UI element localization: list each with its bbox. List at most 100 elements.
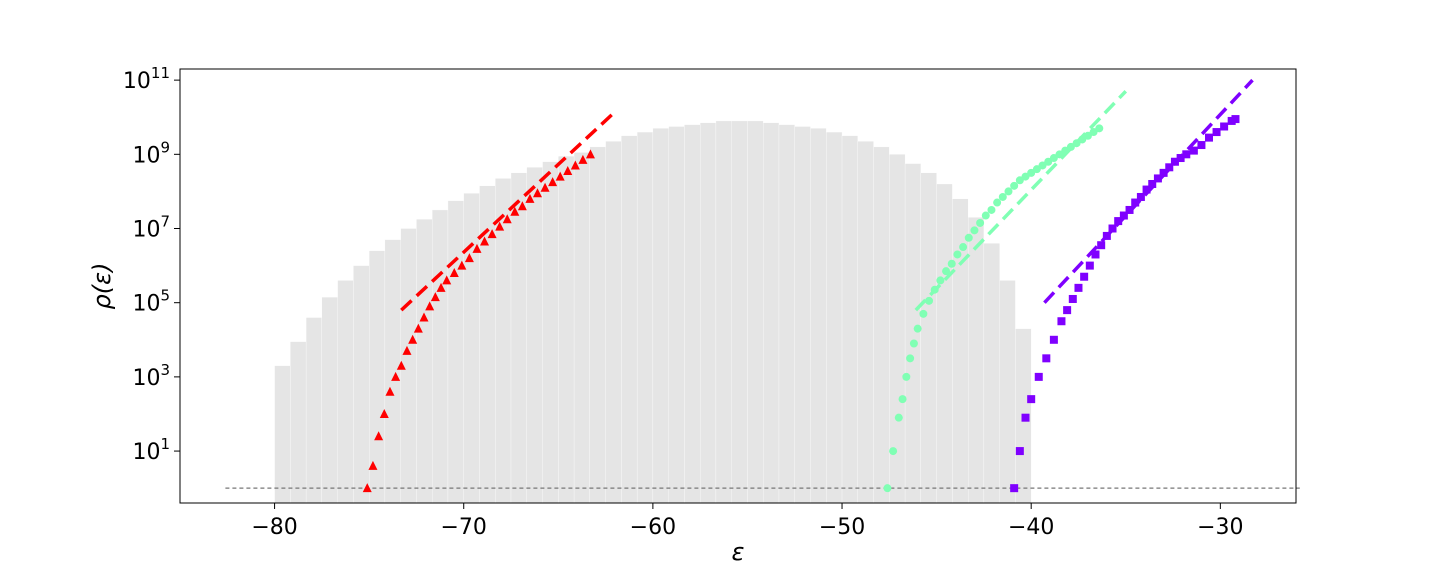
data-point — [419, 312, 429, 322]
data-point — [525, 193, 535, 203]
data-point — [391, 371, 401, 381]
data-point — [936, 276, 945, 285]
histogram-bar — [605, 141, 622, 504]
data-point — [964, 233, 973, 242]
data-point — [1197, 141, 1206, 150]
histogram-bar — [384, 239, 401, 504]
x-tick-label: −40 — [1008, 515, 1054, 540]
data-point — [981, 211, 990, 220]
histogram-bar — [841, 135, 858, 504]
data-point — [368, 460, 378, 470]
data-point — [1102, 231, 1111, 240]
histogram-bar — [305, 317, 323, 504]
data-point — [1010, 484, 1019, 493]
histogram-bar — [652, 128, 669, 504]
x-tick-label: −80 — [251, 515, 297, 540]
data-point — [1015, 176, 1024, 185]
data-point — [1055, 150, 1064, 159]
histogram-bar — [810, 128, 827, 504]
data-point — [1159, 168, 1168, 177]
data-point — [430, 292, 440, 302]
data-point — [953, 250, 962, 259]
data-points — [362, 115, 1240, 493]
histogram-bar — [983, 243, 1000, 504]
histogram-bar — [416, 219, 433, 504]
data-point — [1066, 142, 1075, 151]
data-point — [532, 188, 542, 198]
data-point — [425, 301, 435, 311]
data-point — [930, 285, 939, 294]
x-axis: −80 −70 −60 −50 −40 −30 — [251, 503, 1244, 540]
histogram-bar — [826, 131, 843, 504]
histogram-bar — [668, 126, 685, 504]
data-point — [970, 226, 979, 235]
data-point — [502, 214, 512, 224]
data-point — [1085, 261, 1094, 270]
data-point — [889, 447, 898, 456]
histogram-bar — [763, 122, 780, 504]
data-point — [1182, 150, 1191, 159]
data-point — [1027, 395, 1036, 404]
data-point — [1032, 165, 1041, 174]
data-point — [902, 372, 911, 381]
histogram — [274, 120, 1032, 504]
histogram-bar — [731, 120, 748, 504]
histogram-bar — [510, 172, 527, 504]
data-point — [402, 345, 412, 355]
data-point — [555, 171, 565, 181]
data-point — [1231, 115, 1240, 124]
histogram-bar — [621, 135, 638, 504]
data-point — [548, 177, 558, 187]
histogram-bar — [353, 265, 370, 504]
data-point — [1204, 133, 1213, 142]
data-point — [1074, 283, 1083, 292]
y-tick-label: 101 — [132, 435, 170, 465]
data-point — [457, 260, 467, 270]
data-point — [510, 206, 520, 216]
data-point — [909, 339, 918, 348]
histogram-bar — [778, 124, 795, 504]
data-point — [1108, 224, 1117, 233]
data-point — [1068, 294, 1077, 303]
histogram-bar — [857, 141, 874, 504]
histogram-bar — [463, 193, 480, 504]
histogram-bar — [715, 120, 732, 504]
data-point — [578, 154, 588, 164]
data-point — [1089, 128, 1098, 137]
data-point — [1119, 211, 1128, 220]
histogram-bar — [700, 122, 717, 504]
data-point — [1083, 131, 1092, 140]
histogram-bar — [573, 152, 590, 504]
data-point — [942, 267, 951, 276]
data-point — [913, 324, 922, 333]
histogram-bar — [290, 341, 307, 504]
histogram-bar — [684, 124, 701, 504]
y-tick-label: 109 — [132, 138, 170, 168]
data-point — [1072, 139, 1081, 148]
data-point — [570, 160, 580, 170]
data-point — [396, 360, 406, 370]
data-point — [1095, 124, 1104, 133]
data-point — [1034, 372, 1043, 381]
y-tick-label: 105 — [132, 287, 170, 317]
data-point — [1189, 146, 1198, 155]
data-point — [947, 259, 956, 268]
data-point — [385, 386, 395, 396]
data-point — [1148, 179, 1157, 188]
data-point — [408, 334, 418, 344]
histogram-bar — [321, 296, 338, 504]
data-point — [998, 192, 1007, 201]
data-point — [1153, 174, 1162, 183]
data-point — [898, 395, 907, 404]
data-point — [374, 431, 384, 441]
data-point — [1038, 161, 1047, 170]
data-point — [1176, 154, 1185, 163]
data-point — [1021, 172, 1030, 181]
histogram-bar — [920, 172, 937, 504]
x-tick-label: −70 — [441, 515, 487, 540]
data-point — [487, 229, 497, 239]
data-point — [480, 236, 490, 246]
x-axis-label: ε — [732, 538, 745, 566]
histogram-bar — [873, 146, 890, 504]
